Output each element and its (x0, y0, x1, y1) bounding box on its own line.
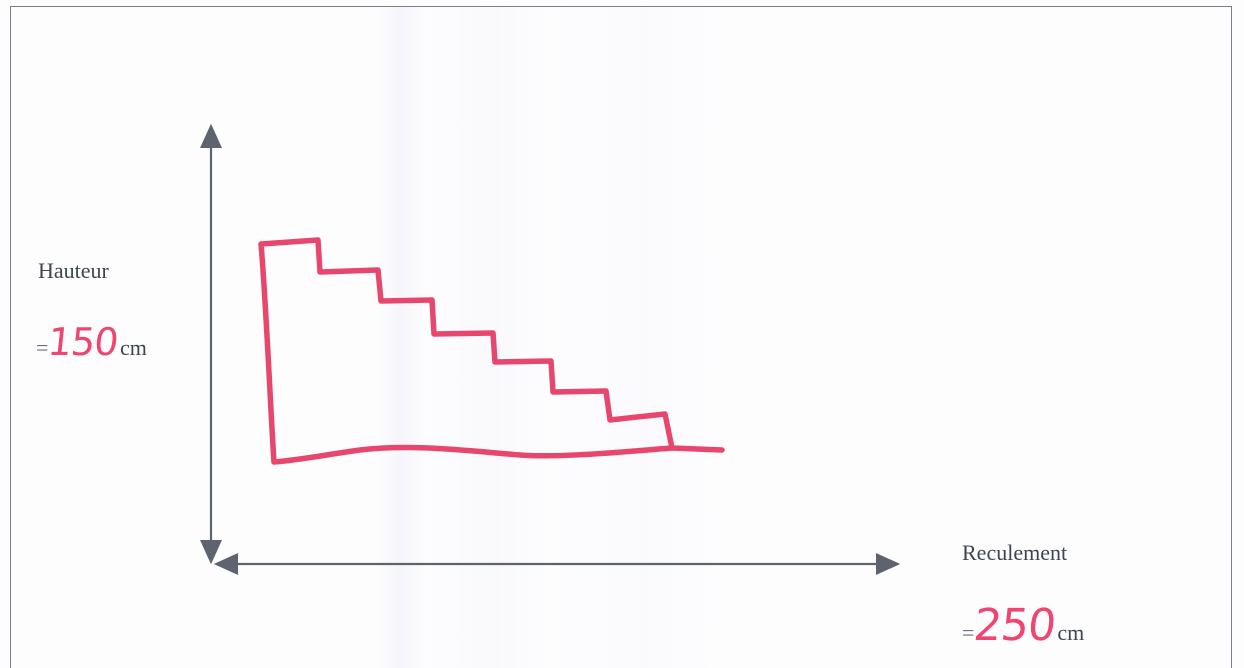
depth-value-row: = 250 cm (962, 600, 1084, 651)
depth-unit: cm (1057, 620, 1085, 645)
height-equals: = (36, 335, 49, 360)
height-unit: cm (119, 335, 147, 360)
depth-title: Reculement (962, 540, 1068, 565)
depth-equals: = (962, 620, 975, 645)
height-value: 150 (46, 320, 121, 364)
staircase-outline (258, 237, 725, 465)
height-title: Hauteur (38, 258, 109, 283)
height-value-row: = 150 cm (36, 320, 147, 364)
depth-value: 250 (971, 600, 1059, 651)
